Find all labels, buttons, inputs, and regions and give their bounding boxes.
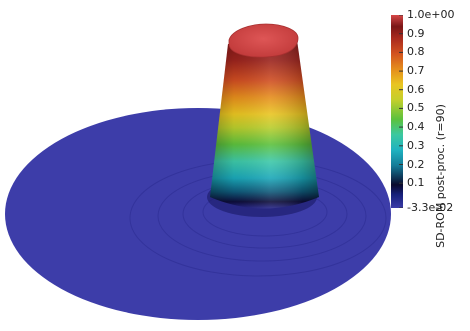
colorbar-title: SD-ROM post-proc. (r=90) — [434, 104, 447, 248]
pulse-column-top — [228, 23, 299, 58]
colorbar-ticks — [399, 15, 403, 208]
colorbar-tick-label: 0.1 — [407, 176, 425, 190]
colorbar-tick-label: 0.5 — [407, 101, 425, 115]
colorbar-tick-label: 1.0e+00 — [407, 8, 455, 21]
colorbar — [391, 15, 403, 208]
colorbar-tick-label: 0.9 — [407, 26, 425, 40]
pulse-column-shading — [210, 40, 319, 209]
colorbar-tick-label: 0.6 — [407, 82, 425, 96]
colorbar-tick-label: 0.7 — [407, 64, 425, 78]
domain-disk — [5, 108, 391, 320]
colorbar-tick-label: 0.2 — [407, 157, 425, 171]
colorbar-tick-label: 0.8 — [407, 45, 425, 59]
colorbar-tick-label: -3.3e-02 — [407, 201, 454, 214]
colorbar-tick-label: 0.4 — [407, 120, 425, 134]
colorbar-tick-label: 0.3 — [407, 138, 425, 152]
